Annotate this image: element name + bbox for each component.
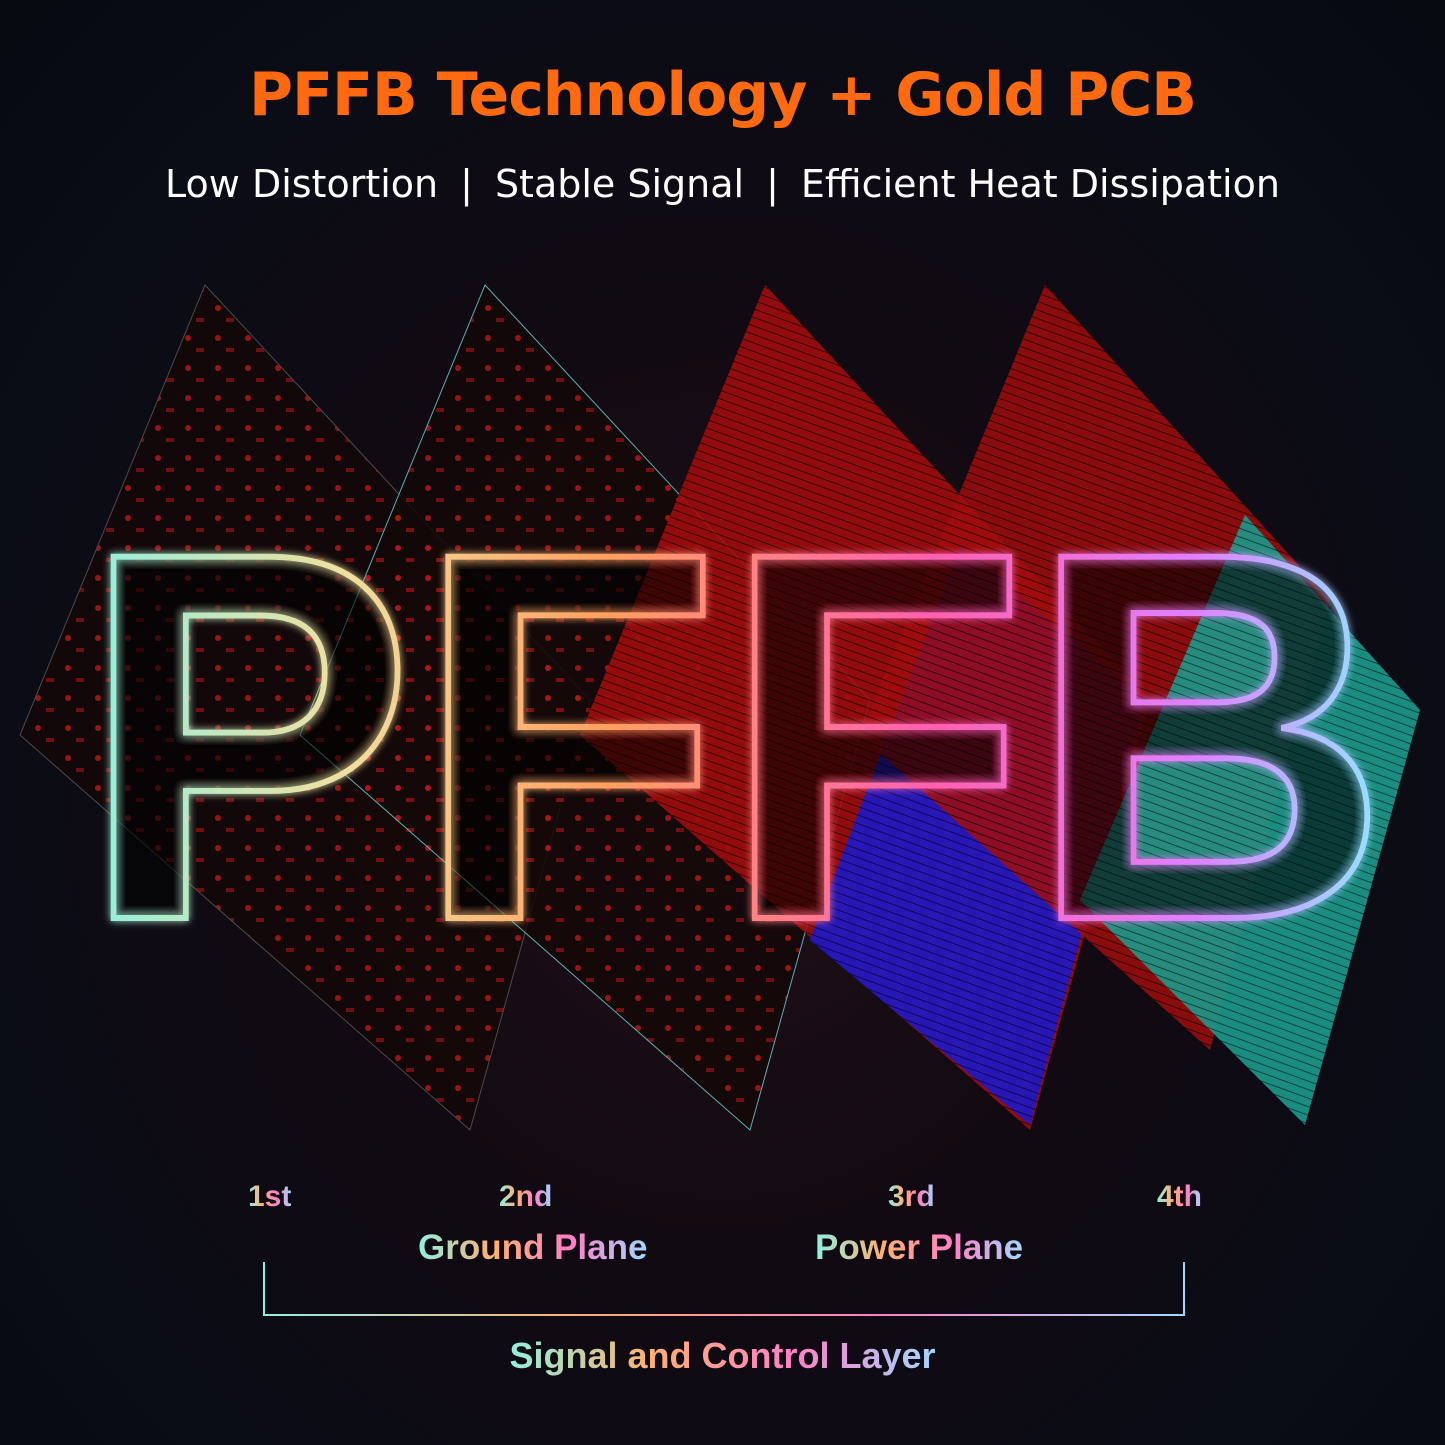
feature-heat-dissipation: Efficient Heat Dissipation <box>800 162 1280 206</box>
page-title: PFFB Technology + Gold PCB <box>249 60 1197 130</box>
layer-ordinal-2: 2nd <box>499 1180 553 1213</box>
feature-list: Low Distortion | Stable Signal | Efficient H… <box>0 162 1445 206</box>
layer-ordinal-1: 1st <box>248 1180 292 1213</box>
ground-plane-label: Ground Plane <box>418 1228 648 1267</box>
feature-stable-signal: Stable Signal <box>494 162 745 206</box>
pffb-outline-letters: PFFB <box>80 444 1390 1030</box>
signal-control-layer-label: Signal and Control Layer <box>509 1335 936 1376</box>
layer-bracket <box>263 1262 1185 1316</box>
layer-ordinal-4: 4th <box>1157 1180 1202 1213</box>
separator: | <box>766 162 779 206</box>
feature-low-distortion: Low Distortion <box>165 162 439 206</box>
separator: | <box>460 162 473 206</box>
power-plane-label: Power Plane <box>815 1228 1024 1267</box>
layer-ordinal-3: 3rd <box>888 1180 935 1213</box>
pcb-board-signal-bottom <box>1080 515 1420 1125</box>
